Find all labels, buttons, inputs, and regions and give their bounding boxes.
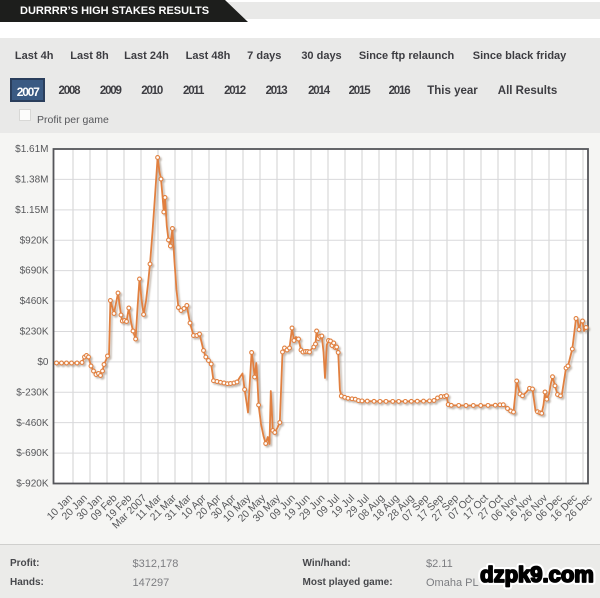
svg-text:$1.61M: $1.61M	[15, 144, 48, 155]
svg-text:$1.15M: $1.15M	[15, 205, 48, 216]
svg-text:$-690K: $-690K	[16, 448, 49, 459]
svg-text:$-920K: $-920K	[16, 479, 49, 490]
svg-text:$-460K: $-460K	[16, 418, 49, 429]
svg-text:dzpk9.com: dzpk9.com	[480, 562, 594, 587]
svg-text:$920K: $920K	[20, 235, 49, 246]
svg-text:$460K: $460K	[20, 296, 49, 307]
svg-text:$690K: $690K	[20, 266, 49, 277]
svg-text:$-230K: $-230K	[16, 387, 49, 398]
svg-text:dzpk9.com: dzpk9.com	[480, 562, 594, 587]
svg-text:$0: $0	[37, 357, 49, 368]
svg-text:$1.38M: $1.38M	[15, 175, 48, 186]
svg-text:$230K: $230K	[20, 327, 49, 338]
